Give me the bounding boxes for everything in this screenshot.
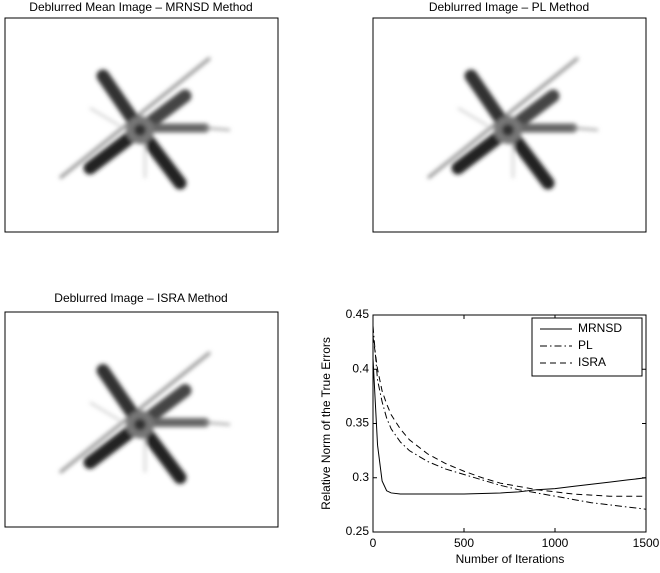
image-title: Deblurred Mean Image – MRNSD Method	[29, 0, 252, 14]
image-title: Deblurred Image – ISRA Method	[54, 291, 227, 305]
x-axis-label: Number of Iterations	[456, 552, 565, 566]
line-series	[372, 336, 646, 497]
y-tick-label: 0.45	[346, 307, 370, 321]
y-tick-label: 0.35	[346, 416, 370, 430]
image-panel: Deblurred Image – ISRA Method	[4, 291, 279, 528]
x-tick-label: 1500	[633, 536, 660, 550]
x-tick-label: 1000	[542, 536, 569, 550]
image-panel: Deblurred Image – PL Method	[372, 0, 647, 233]
line-series	[372, 358, 647, 495]
legend-label: ISRA	[578, 355, 606, 369]
y-axis-label: Relative Norm of the True Errors	[319, 337, 333, 510]
legend-box	[531, 317, 643, 377]
image-panel: Deblurred Mean Image – MRNSD Method	[4, 0, 279, 233]
y-tick-label: 0.4	[352, 361, 369, 375]
line-series	[372, 325, 647, 510]
x-tick-label: 0	[370, 536, 377, 550]
legend-label: MRNSD	[578, 321, 622, 335]
y-tick-label: 0.3	[352, 470, 369, 484]
legend-label: PL	[578, 338, 593, 352]
image-title: Deblurred Image – PL Method	[429, 0, 589, 14]
x-tick-label: 500	[454, 536, 474, 550]
y-tick-label: 0.25	[346, 524, 370, 538]
